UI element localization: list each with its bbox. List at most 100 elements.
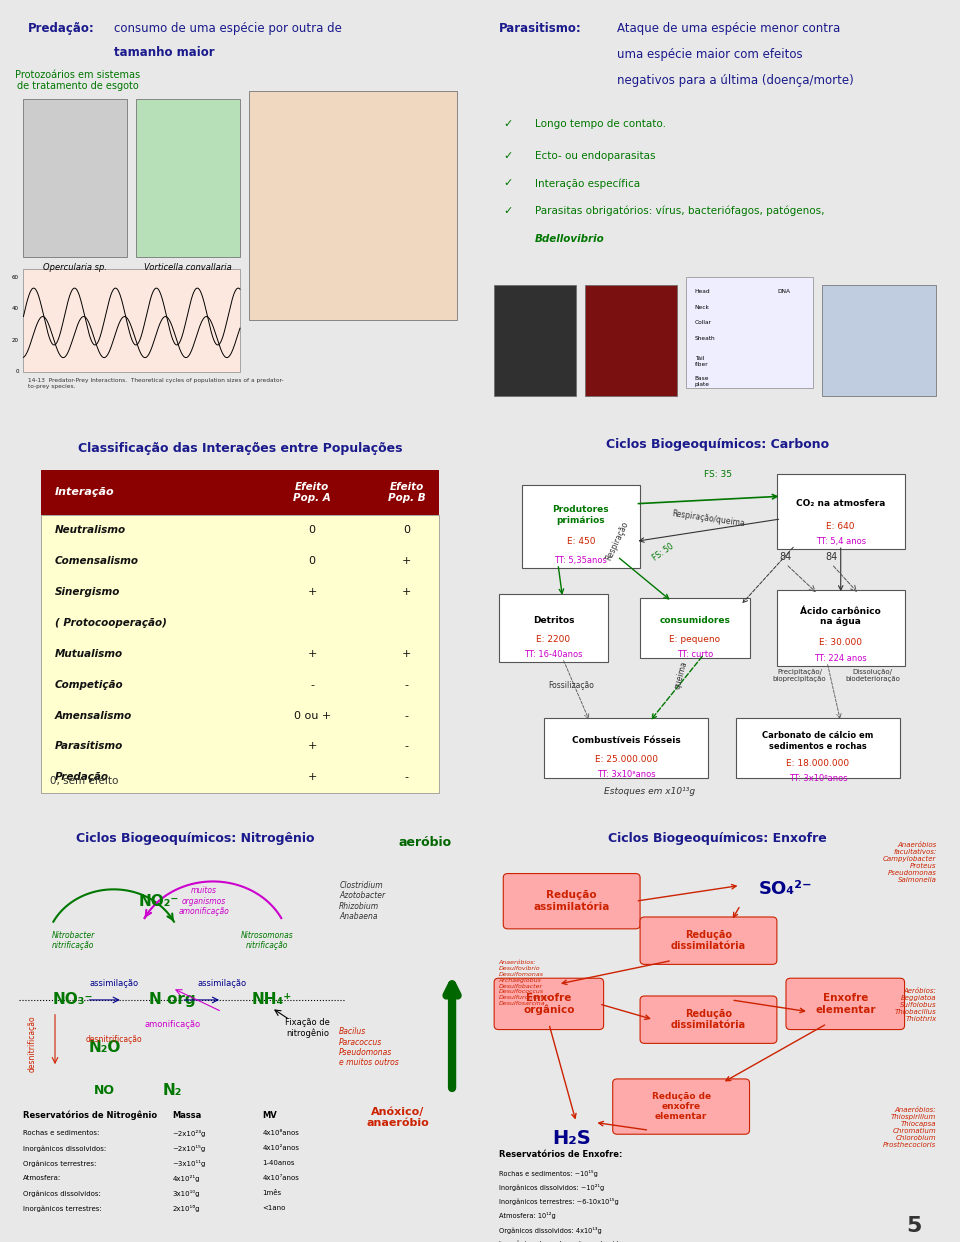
Text: Bdellovibrio: Bdellovibrio — [536, 233, 605, 243]
Text: -: - — [405, 679, 409, 689]
Text: Respiração: Respiração — [604, 520, 631, 563]
Text: +: + — [307, 648, 317, 660]
Text: <1ano: <1ano — [263, 1205, 286, 1211]
Text: Aeróbios:
Beggiatoa
Sulfolobus
Thiobacillus
Thiothrix: Aeróbios: Beggiatoa Sulfolobus Thiobacil… — [895, 989, 937, 1022]
Text: Protozoários em sistemas
de tratamento de esgoto: Protozoários em sistemas de tratamento d… — [15, 70, 140, 92]
Text: 2x10¹⁶g: 2x10¹⁶g — [173, 1205, 200, 1212]
Text: 4x10⁸anos: 4x10⁸anos — [263, 1130, 300, 1136]
Text: TT: 16-40anos: TT: 16-40anos — [524, 650, 583, 658]
FancyBboxPatch shape — [499, 594, 609, 662]
Text: uma espécie maior com efeitos: uma espécie maior com efeitos — [617, 48, 803, 61]
Text: 20: 20 — [12, 338, 19, 343]
Text: N₂: N₂ — [162, 1083, 182, 1098]
Text: E: 640: E: 640 — [827, 522, 855, 530]
Text: Base
plate: Base plate — [695, 376, 709, 386]
Text: 60: 60 — [12, 274, 19, 279]
FancyBboxPatch shape — [249, 92, 457, 320]
Text: Head: Head — [695, 289, 710, 294]
Text: desnitrificação: desnitrificação — [85, 1036, 142, 1045]
Text: Competição: Competição — [55, 679, 124, 689]
Text: TT: 3x10⁶anos: TT: 3x10⁶anos — [788, 774, 848, 782]
Text: N₂O: N₂O — [88, 1040, 121, 1054]
Text: MV: MV — [263, 1110, 277, 1119]
Text: Classificação das Interações entre Populações: Classificação das Interações entre Popul… — [78, 442, 402, 455]
Text: TT: 5,4 anos: TT: 5,4 anos — [816, 537, 866, 546]
Text: +: + — [402, 587, 412, 597]
Text: TT: 224 anos: TT: 224 anos — [814, 653, 867, 662]
FancyBboxPatch shape — [41, 469, 439, 515]
FancyBboxPatch shape — [544, 718, 708, 779]
FancyBboxPatch shape — [503, 873, 640, 929]
Text: Orgânicos dissolvidos:: Orgânicos dissolvidos: — [23, 1190, 102, 1197]
Text: Massa: Massa — [173, 1110, 202, 1119]
Text: Sinergismo: Sinergismo — [55, 587, 120, 597]
Text: TT: 5,35anos: TT: 5,35anos — [554, 555, 608, 565]
Text: +: + — [402, 648, 412, 660]
Text: +: + — [402, 556, 412, 566]
Text: amonificação: amonificação — [144, 1020, 201, 1028]
Text: 0: 0 — [15, 369, 19, 374]
Text: Rochas e sedimentos:: Rochas e sedimentos: — [23, 1130, 100, 1136]
Text: queima: queima — [673, 660, 689, 691]
Text: muitos
organismos
amonificação: muitos organismos amonificação — [179, 887, 229, 917]
Text: Longo tempo de contato.: Longo tempo de contato. — [536, 119, 666, 129]
Text: ✓: ✓ — [503, 206, 513, 216]
FancyBboxPatch shape — [521, 484, 640, 568]
Text: E: 450: E: 450 — [566, 537, 595, 546]
Text: +: + — [307, 741, 317, 751]
Text: 84: 84 — [826, 553, 838, 563]
Text: Interação: Interação — [55, 487, 114, 498]
Text: desnitrificação: desnitrificação — [28, 1015, 36, 1072]
Text: +: + — [307, 587, 317, 597]
Text: Efeito
Pop. B: Efeito Pop. B — [388, 482, 425, 503]
Text: 4x10⁷anos: 4x10⁷anos — [263, 1175, 300, 1181]
Text: Estoques em x10¹³g: Estoques em x10¹³g — [604, 786, 695, 796]
Text: 40: 40 — [12, 306, 19, 312]
Text: N org: N org — [149, 992, 196, 1007]
FancyBboxPatch shape — [640, 996, 777, 1043]
Text: Sheath: Sheath — [695, 337, 715, 342]
Text: H₂S: H₂S — [552, 1129, 591, 1148]
Text: E: 2200: E: 2200 — [537, 635, 570, 643]
Text: Inorgânicos terrestres:: Inorgânicos terrestres: — [23, 1205, 102, 1212]
Text: Atmosfera: 10¹²g: Atmosfera: 10¹²g — [499, 1212, 556, 1220]
Text: Nitrosomonas
nitrificação: Nitrosomonas nitrificação — [241, 932, 294, 950]
Text: Ciclos Biogeoquímicos: Enxofre: Ciclos Biogeoquímicos: Enxofre — [609, 832, 827, 845]
FancyBboxPatch shape — [23, 99, 127, 257]
Text: Dissolução/
biodeterioração: Dissolução/ biodeterioração — [845, 668, 900, 682]
Text: 0, sem efeito: 0, sem efeito — [51, 776, 119, 786]
Text: ✓: ✓ — [503, 119, 513, 129]
Text: -: - — [310, 679, 314, 689]
Text: Interação específica: Interação específica — [536, 179, 640, 189]
Text: ✓: ✓ — [503, 150, 513, 160]
FancyBboxPatch shape — [640, 917, 777, 964]
Text: Bacilus
Paracoccus
Pseudomonas
e muitos outros: Bacilus Paracoccus Pseudomonas e muitos … — [339, 1027, 399, 1067]
Text: DNA: DNA — [777, 289, 790, 294]
Text: 1mês: 1mês — [263, 1190, 281, 1196]
Text: Redução
dissimilatória: Redução dissimilatória — [671, 1009, 746, 1031]
Text: 4x10²anos: 4x10²anos — [263, 1145, 300, 1151]
Text: Neck: Neck — [695, 304, 709, 309]
Text: +: + — [307, 773, 317, 782]
Text: -: - — [405, 741, 409, 751]
Text: 3x10¹⁰g: 3x10¹⁰g — [173, 1190, 200, 1197]
FancyBboxPatch shape — [494, 979, 604, 1030]
Text: Atmosfera:: Atmosfera: — [23, 1175, 61, 1181]
Text: Ciclos Biogeoquímicos: Carbono: Ciclos Biogeoquímicos: Carbono — [606, 438, 829, 451]
Text: CO₂ na atmosfera: CO₂ na atmosfera — [796, 499, 885, 508]
Text: FS: 50: FS: 50 — [651, 542, 675, 563]
FancyBboxPatch shape — [23, 270, 240, 371]
FancyBboxPatch shape — [735, 718, 900, 779]
FancyBboxPatch shape — [786, 979, 904, 1030]
Text: NH₄⁺: NH₄⁺ — [252, 992, 292, 1007]
Text: E: 25.000.000: E: 25.000.000 — [595, 755, 658, 764]
Text: negativos para a última (doença/morte): negativos para a última (doença/morte) — [617, 73, 854, 87]
Text: 0: 0 — [309, 556, 316, 566]
Text: E: pequeno: E: pequeno — [669, 635, 720, 643]
Text: Precipitação/
bioprecipitação: Precipitação/ bioprecipitação — [773, 668, 827, 682]
Text: tamanho maior: tamanho maior — [113, 46, 214, 58]
Text: Inorgânicos dissolvidos: ~10²¹g: Inorgânicos dissolvidos: ~10²¹g — [499, 1184, 604, 1191]
Text: Comensalismo: Comensalismo — [55, 556, 139, 566]
Text: Ácido carbônico
na água: Ácido carbônico na água — [801, 607, 881, 626]
Text: SO₄²⁻: SO₄²⁻ — [759, 881, 813, 898]
